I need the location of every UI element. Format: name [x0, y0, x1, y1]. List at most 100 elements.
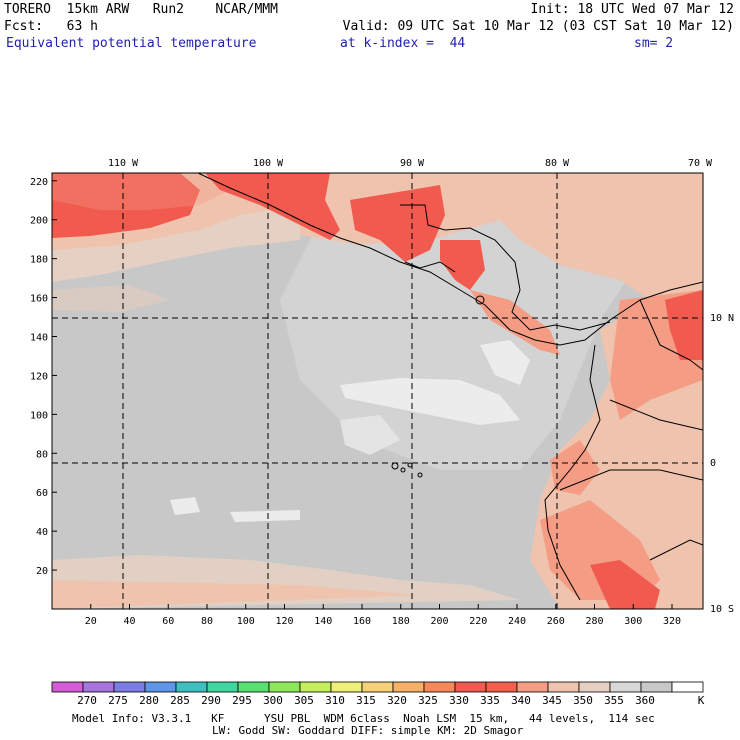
y-tick-label: 180 [30, 255, 48, 266]
colorbar-swatch [454, 681, 487, 693]
colorbar-label: 345 [542, 694, 562, 707]
colorbar-label: 320 [387, 694, 407, 707]
colorbar-swatch [113, 681, 146, 693]
border-colombia-peru [609, 399, 703, 431]
colorbar-unit: K [698, 694, 705, 707]
x-tick-label: 300 [624, 616, 642, 627]
field-white-patch-c [340, 415, 400, 455]
colorbar-swatch [516, 681, 549, 693]
galapagos-island-2 [400, 467, 406, 473]
y-tick-label: 120 [30, 371, 48, 382]
lon-label: 100 W [253, 158, 284, 169]
colorbar-swatch [361, 681, 394, 693]
x-tick-label: 80 [201, 616, 213, 627]
colorbar-label: 305 [294, 694, 314, 707]
y-tick-label: 60 [36, 488, 48, 499]
header-valid-time: Valid: 09 UTC Sat 10 Mar 12 (03 CST Sat … [342, 19, 734, 34]
field-white-patch-b [480, 340, 530, 385]
x-tick-label: 260 [547, 616, 565, 627]
colorbar-label: 275 [108, 694, 128, 707]
colorbar-swatch [392, 681, 425, 693]
colorbar-swatch [485, 681, 518, 693]
colorbar-label: 330 [449, 694, 469, 707]
field-red-nw [52, 173, 200, 238]
colorbar-swatch [578, 681, 611, 693]
colorbar-swatch [547, 681, 580, 693]
lat-label: 10 S [710, 604, 734, 615]
field-tan-west [52, 205, 300, 282]
colorbar-label: 290 [201, 694, 221, 707]
colorbar-label: 350 [573, 694, 593, 707]
field-salmon-nw [52, 173, 230, 210]
colorbar-label: 325 [418, 694, 438, 707]
colorbar-labels: 270 275 280 285 290 295 300 305 310 315 320 325 330 3… [77, 694, 655, 707]
x-tick-label: 220 [469, 616, 487, 627]
y-tick-label: 140 [30, 333, 48, 344]
lat-label: 10 N [710, 313, 734, 324]
coastlines [197, 173, 703, 601]
colorbar-label: 315 [356, 694, 376, 707]
y-grid-axis: 220 200 180 160 140 120 100 80 60 40 20 [30, 177, 57, 577]
lon-label: 80 W [545, 158, 570, 169]
graticule [52, 173, 703, 609]
x-tick-label: 200 [430, 616, 448, 627]
colorbar-label: 355 [604, 694, 624, 707]
field-tan-caribbean [480, 173, 703, 320]
colorbar-swatch [82, 681, 115, 693]
x-grid-axis: 20 40 60 80 100 120 140 160 180 200 220 240 260 280 30… [85, 604, 681, 627]
lon-label: 110 W [108, 158, 139, 169]
footer-model-info: Model Info: V3.3.1 KF YSU PBL WDM 6class… [72, 712, 655, 725]
field-white-patch-a [340, 378, 520, 425]
theta-e-field [52, 173, 703, 609]
lon-label: 90 W [400, 158, 425, 169]
colorbar-swatch [671, 681, 704, 693]
colorbar-swatch [299, 681, 332, 693]
coastline-south-america-west [544, 344, 601, 601]
y-tick-label: 40 [36, 527, 48, 538]
colorbar-label: 340 [511, 694, 531, 707]
border-peru-brazil [649, 539, 703, 561]
field-salmon-ecuador [550, 440, 600, 495]
plot-frame [51, 172, 704, 610]
field-tan-south-2 [52, 580, 420, 609]
colorbar-swatch [609, 681, 642, 693]
y-tick-label: 20 [36, 566, 48, 577]
colorbar-swatch [423, 681, 456, 693]
field-white-patch-e [230, 510, 300, 522]
y-tick-label: 80 [36, 449, 48, 460]
header-init-time: Init: 18 UTC Wed 07 Mar 12 [530, 2, 735, 17]
colorbar-swatch [175, 681, 208, 693]
x-tick-label: 180 [392, 616, 410, 627]
y-tick-label: 160 [30, 294, 48, 305]
field-red-guatemala [350, 185, 445, 262]
colorbar-swatch [237, 681, 270, 693]
x-tick-label: 100 [237, 616, 255, 627]
footer-physics: LW: Godd SW: Goddard DIFF: simple KM: 2D… [212, 724, 524, 737]
colorbar [51, 681, 704, 693]
colorbar-label: 285 [170, 694, 190, 707]
coastline-pacific-central-america [197, 173, 703, 346]
colorbar-swatch [268, 681, 301, 693]
y-tick-label: 200 [30, 216, 48, 227]
field-red-peru [590, 560, 660, 609]
level-label: at k-index = 44 [340, 36, 466, 51]
x-tick-label: 60 [162, 616, 174, 627]
x-tick-label: 40 [123, 616, 135, 627]
x-tick-label: 120 [275, 616, 293, 627]
y-tick-label: 100 [30, 410, 48, 421]
field-white-patch-d [170, 497, 200, 515]
x-tick-label: 240 [508, 616, 526, 627]
smoothing-label: sm= 2 [634, 36, 674, 51]
colorbar-swatch [144, 681, 177, 693]
colorbar-label: 310 [325, 694, 345, 707]
x-tick-label: 280 [585, 616, 603, 627]
field-patch-a [52, 285, 170, 312]
colorbar-label: 300 [263, 694, 283, 707]
header-model-run: TORERO 15km ARW Run2 NCAR/MMM [4, 2, 278, 17]
colorbar-label: 335 [480, 694, 500, 707]
galapagos-island-4 [417, 472, 423, 478]
lake-nicaragua [475, 295, 485, 305]
border-colombia-venezuela [639, 299, 703, 371]
colorbar-swatch [51, 681, 84, 693]
